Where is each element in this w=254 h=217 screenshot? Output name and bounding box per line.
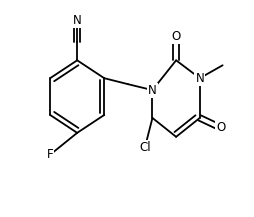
Text: F: F <box>47 148 53 161</box>
Text: N: N <box>73 14 81 27</box>
Text: Cl: Cl <box>138 141 150 154</box>
Text: N: N <box>195 72 203 85</box>
Text: O: O <box>171 30 180 43</box>
Text: O: O <box>215 121 225 134</box>
Text: N: N <box>148 84 156 97</box>
